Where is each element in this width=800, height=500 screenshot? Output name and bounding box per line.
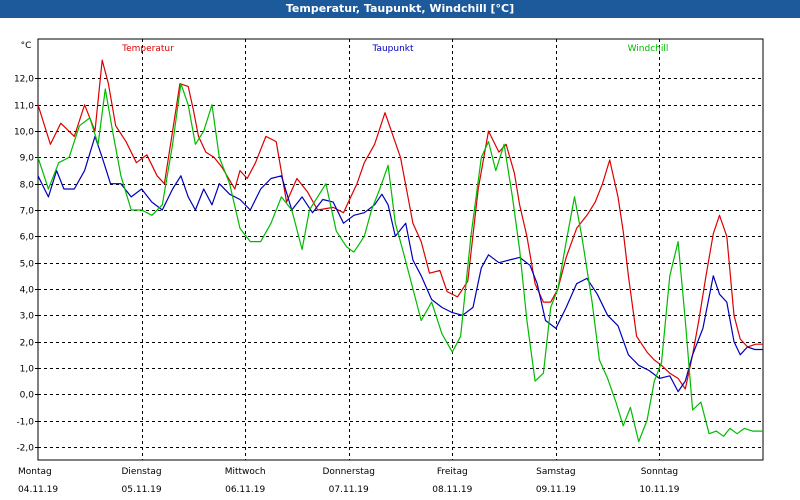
- legend-windchill: Windchill: [628, 44, 669, 54]
- x-day-label: Freitag: [437, 467, 468, 477]
- y-tick-label: 12,0: [14, 75, 34, 85]
- x-day-label: Dienstag: [122, 467, 162, 477]
- x-day-label: Montag: [18, 467, 52, 477]
- y-tick-label: 8,0: [20, 181, 35, 191]
- y-tick-label: 1,0: [20, 365, 35, 375]
- y-tick-label: 0,0: [20, 391, 35, 401]
- y-tick-label: 5,0: [20, 260, 35, 270]
- series-line-taupunkt: [37, 135, 763, 393]
- y-tick-label: 4,0: [20, 286, 35, 296]
- series-line-windchill: [37, 83, 763, 443]
- y-tick-label: 3,0: [20, 312, 35, 322]
- y-tick-label: 10,0: [14, 128, 34, 138]
- x-date-label: 06.11.19: [225, 485, 265, 495]
- y-tick-label: 7,0: [20, 207, 35, 217]
- legend-temperatur: Temperatur: [121, 44, 174, 54]
- y-axis-unit: °C: [21, 41, 32, 51]
- x-date-label: 04.11.19: [18, 485, 58, 495]
- x-date-label: 05.11.19: [122, 485, 162, 495]
- series-line-temperatur: [37, 59, 763, 390]
- y-tick-label: 2,0: [20, 339, 35, 349]
- x-day-label: Sonntag: [641, 467, 678, 477]
- y-tick-label: -1,0: [16, 418, 34, 428]
- x-date-label: 09.11.19: [536, 485, 576, 495]
- x-day-label: Mittwoch: [225, 467, 266, 477]
- legend-taupunkt: Taupunkt: [371, 44, 414, 54]
- chart-svg: -2,0 -1,0 0,0 1,0 2,0 3,0 4,0 5,0 6,0 7,0 8,0 9,0 10…: [14, 38, 764, 495]
- y-tick-label: 6,0: [20, 233, 35, 243]
- x-date-label: 07.11.19: [329, 485, 369, 495]
- y-tick-label: 11,0: [14, 102, 34, 112]
- x-day-label: Samstag: [536, 467, 575, 477]
- plot-area: [37, 38, 764, 461]
- y-tick-label: 9,0: [20, 154, 35, 164]
- x-date-label: 10.11.19: [639, 485, 679, 495]
- x-day-label: Donnerstag: [322, 467, 375, 477]
- y-tick-label: -2,0: [16, 444, 34, 454]
- window-title: Temperatur, Taupunkt, Windchill [°C]: [0, 0, 800, 18]
- x-date-label: 08.11.19: [432, 485, 472, 495]
